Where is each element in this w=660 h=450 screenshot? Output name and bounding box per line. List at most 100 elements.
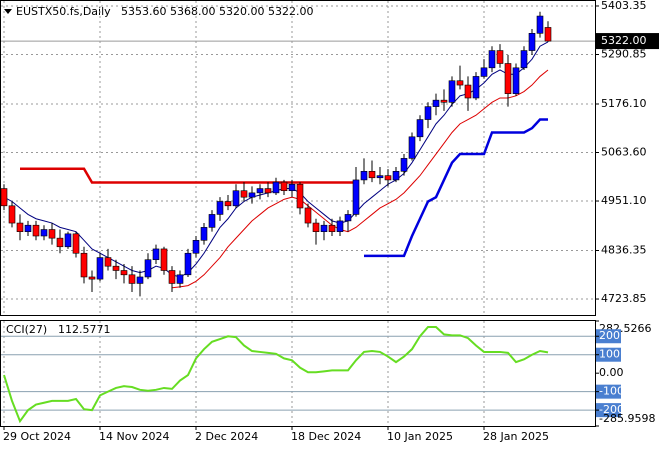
candle-body <box>104 257 112 267</box>
high-value: 5368.00 <box>170 5 216 18</box>
candle-body <box>376 175 384 179</box>
candle-body <box>472 76 480 99</box>
candle-body <box>488 50 496 69</box>
candle-body <box>336 220 344 232</box>
candle-body <box>128 274 136 284</box>
y-tick-label: 4951.10 <box>601 194 647 207</box>
candle-body <box>64 233 72 248</box>
candle-body <box>120 270 128 276</box>
cci-tick-label: -200 <box>599 403 624 416</box>
candle-body <box>312 222 320 232</box>
candle-body <box>384 175 392 181</box>
candle-body <box>152 248 160 261</box>
cci-tick-label: -285.9598 <box>599 412 655 425</box>
candle-body <box>368 171 376 179</box>
candle-body <box>72 233 80 254</box>
x-tick-label: 10 Jan 2025 <box>387 430 453 443</box>
candle-body <box>448 80 456 103</box>
y-tick-label: 4836.35 <box>601 244 647 257</box>
candle-body <box>400 158 408 172</box>
candle-body <box>456 80 464 86</box>
low-value: 5320.00 <box>219 5 265 18</box>
candle-body <box>160 248 168 271</box>
stop-line <box>364 118 548 258</box>
candle-body <box>40 229 48 237</box>
candle-body <box>56 237 64 248</box>
price-label: 5322.00 <box>601 34 647 47</box>
candle-body <box>432 99 440 107</box>
x-tick-label: 18 Dec 2024 <box>291 430 361 443</box>
symbol: EUSTX50.fs,Daily <box>16 5 111 18</box>
candle-body <box>536 15 544 34</box>
candle-body <box>296 183 304 209</box>
candle-body <box>328 224 336 232</box>
candle-body <box>280 181 288 192</box>
y-tick-label: 5403.35 <box>601 0 647 12</box>
candle-body <box>480 67 488 77</box>
level-tag <box>596 347 621 362</box>
candle-body <box>144 259 152 278</box>
candle-body <box>176 274 184 284</box>
cci-tick-label: 0.00 <box>599 366 624 379</box>
candle-body <box>200 227 208 241</box>
candle-body <box>32 224 40 237</box>
stop-line <box>20 167 356 184</box>
candle-body <box>512 67 520 94</box>
candle-body <box>224 201 232 207</box>
candle-body <box>24 224 32 232</box>
x-tick-label: 29 Oct 2024 <box>3 430 71 443</box>
candle-body <box>520 50 528 69</box>
close-value: 5322.00 <box>268 5 314 18</box>
main-panel <box>0 0 596 316</box>
header-arrow <box>4 9 12 14</box>
candle-body <box>424 106 432 120</box>
candle-body <box>264 188 272 194</box>
y-tick-label: 4723.85 <box>601 292 647 305</box>
y-tick-label: 5063.60 <box>601 146 647 159</box>
price-tag <box>596 33 659 50</box>
cci-tick-label: 200 <box>599 329 620 342</box>
candle-body <box>88 276 96 280</box>
cci-tick-label: 100 <box>599 348 620 361</box>
cci-line <box>3 326 549 424</box>
candle-body <box>48 229 56 239</box>
candle-body <box>216 201 224 215</box>
candle-body <box>240 190 248 198</box>
candle-body <box>0 188 8 207</box>
candle-body <box>8 205 16 224</box>
candle-body <box>440 99 448 103</box>
candle-body <box>496 50 504 64</box>
cci-last: 112.5771 <box>58 323 111 336</box>
candle-body <box>112 265 120 271</box>
y-tick-label: 5176.10 <box>601 97 647 110</box>
candle-body <box>528 33 536 51</box>
y-tick-label: 5290.85 <box>601 47 647 60</box>
candle-body <box>192 240 200 254</box>
candle-body <box>304 207 312 224</box>
cci-name: CCI(27) <box>6 323 47 336</box>
x-tick-label: 28 Jan 2025 <box>483 430 549 443</box>
level-tag <box>596 329 621 344</box>
candle-body <box>272 181 280 194</box>
x-tick-label: 14 Nov 2024 <box>99 430 169 443</box>
candle-body <box>360 171 368 181</box>
candle-body <box>320 224 328 232</box>
level-tag <box>596 384 621 399</box>
candle-body <box>80 252 88 278</box>
candle-body <box>16 222 24 232</box>
candle-body <box>248 192 256 198</box>
candle-body <box>256 188 264 194</box>
candle-body <box>344 214 352 222</box>
candle-body <box>408 136 416 159</box>
moving-average <box>171 69 549 289</box>
candle-body <box>184 252 192 276</box>
cci-tick-label: -100 <box>599 385 624 398</box>
candle-body <box>392 171 400 181</box>
candle-body <box>352 179 360 215</box>
candle-body <box>288 183 296 192</box>
candle-body <box>464 84 472 99</box>
candle-body <box>208 214 216 228</box>
moving-average <box>3 41 549 278</box>
open-value: 5353.60 <box>121 5 167 18</box>
